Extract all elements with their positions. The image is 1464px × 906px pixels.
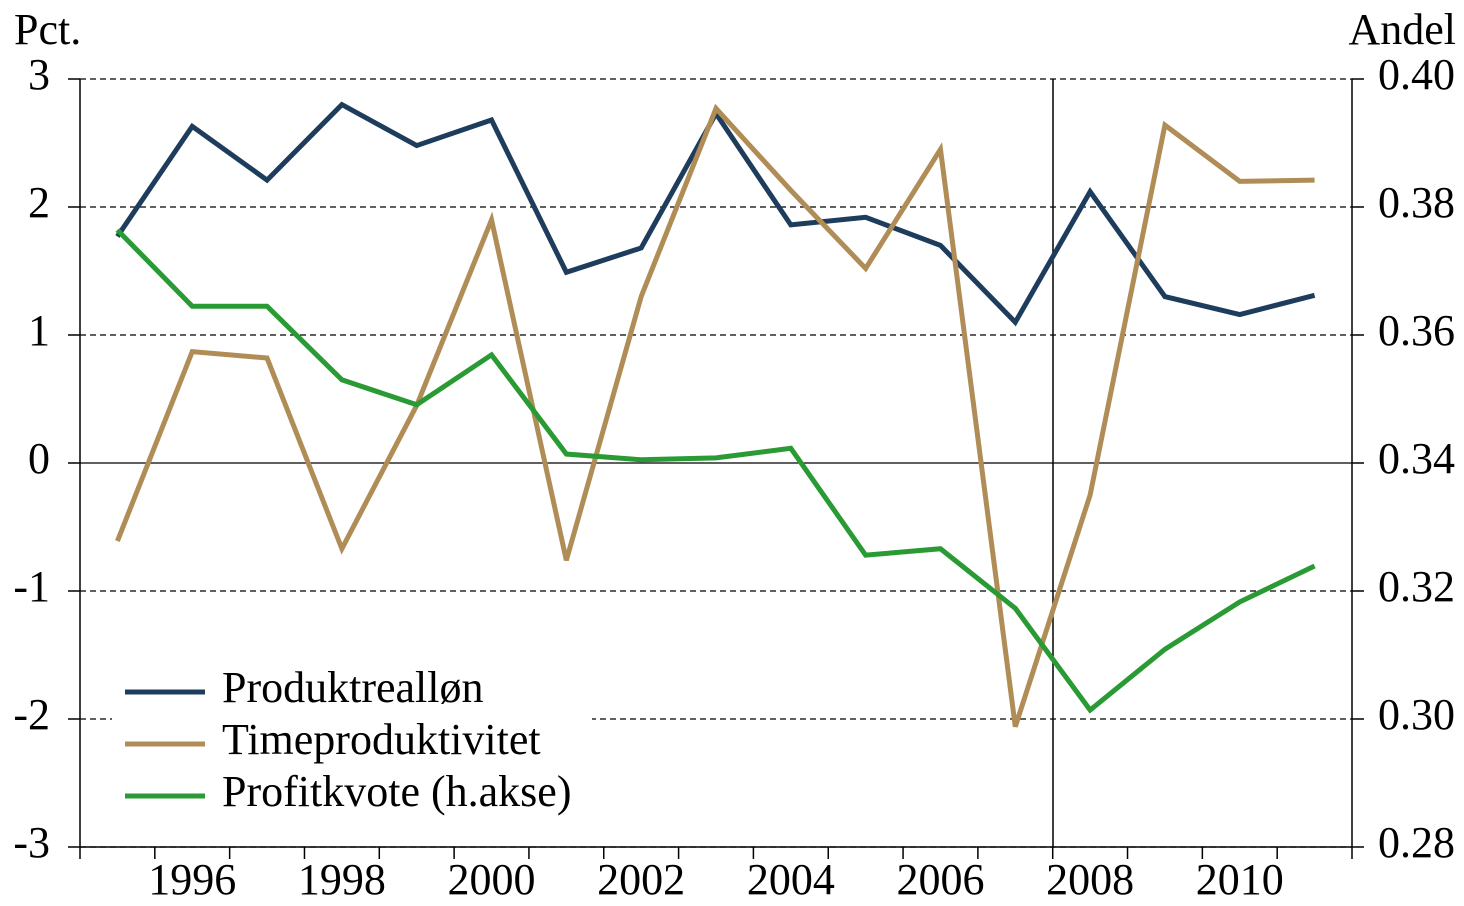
y-tick-label: -3 bbox=[13, 818, 50, 867]
y2-tick-label: 0.40 bbox=[1378, 50, 1455, 99]
y-tick-label: 3 bbox=[28, 50, 50, 99]
y2-tick-label: 0.30 bbox=[1378, 690, 1455, 739]
y-tick-label: 0 bbox=[28, 434, 50, 483]
x-tick-label: 1996 bbox=[148, 855, 236, 904]
y-axis-label: Pct. bbox=[14, 5, 81, 54]
y-tick-label: -1 bbox=[13, 562, 50, 611]
x-tick-label: 2010 bbox=[1196, 855, 1284, 904]
legend-label: Timeproduktivitet bbox=[222, 715, 541, 764]
x-tick-label: 2002 bbox=[597, 855, 685, 904]
line-series bbox=[115, 101, 1316, 327]
y2-tick-label: 0.36 bbox=[1378, 306, 1455, 355]
legend-label: Produktrealløn bbox=[222, 663, 484, 712]
x-tick-label: 2000 bbox=[448, 855, 536, 904]
x-tick-label: 2004 bbox=[747, 855, 835, 904]
y-tick-label: 1 bbox=[28, 306, 50, 355]
y2-tick-label: 0.28 bbox=[1378, 818, 1455, 867]
line-series bbox=[115, 228, 1316, 714]
line-series bbox=[115, 103, 1315, 728]
x-tick-label: 1998 bbox=[298, 855, 386, 904]
y-tick-label: 2 bbox=[28, 178, 50, 227]
legend-label: Profitkvote (h.akse) bbox=[222, 767, 571, 816]
x-tick-label: 2006 bbox=[896, 855, 984, 904]
y-tick-label: -2 bbox=[13, 690, 50, 739]
y2-axis-label: Andel bbox=[1348, 5, 1456, 54]
y2-tick-label: 0.34 bbox=[1378, 434, 1455, 483]
y2-tick-label: 0.32 bbox=[1378, 562, 1455, 611]
y2-tick-label: 0.38 bbox=[1378, 178, 1455, 227]
x-tick-label: 2008 bbox=[1046, 855, 1134, 904]
